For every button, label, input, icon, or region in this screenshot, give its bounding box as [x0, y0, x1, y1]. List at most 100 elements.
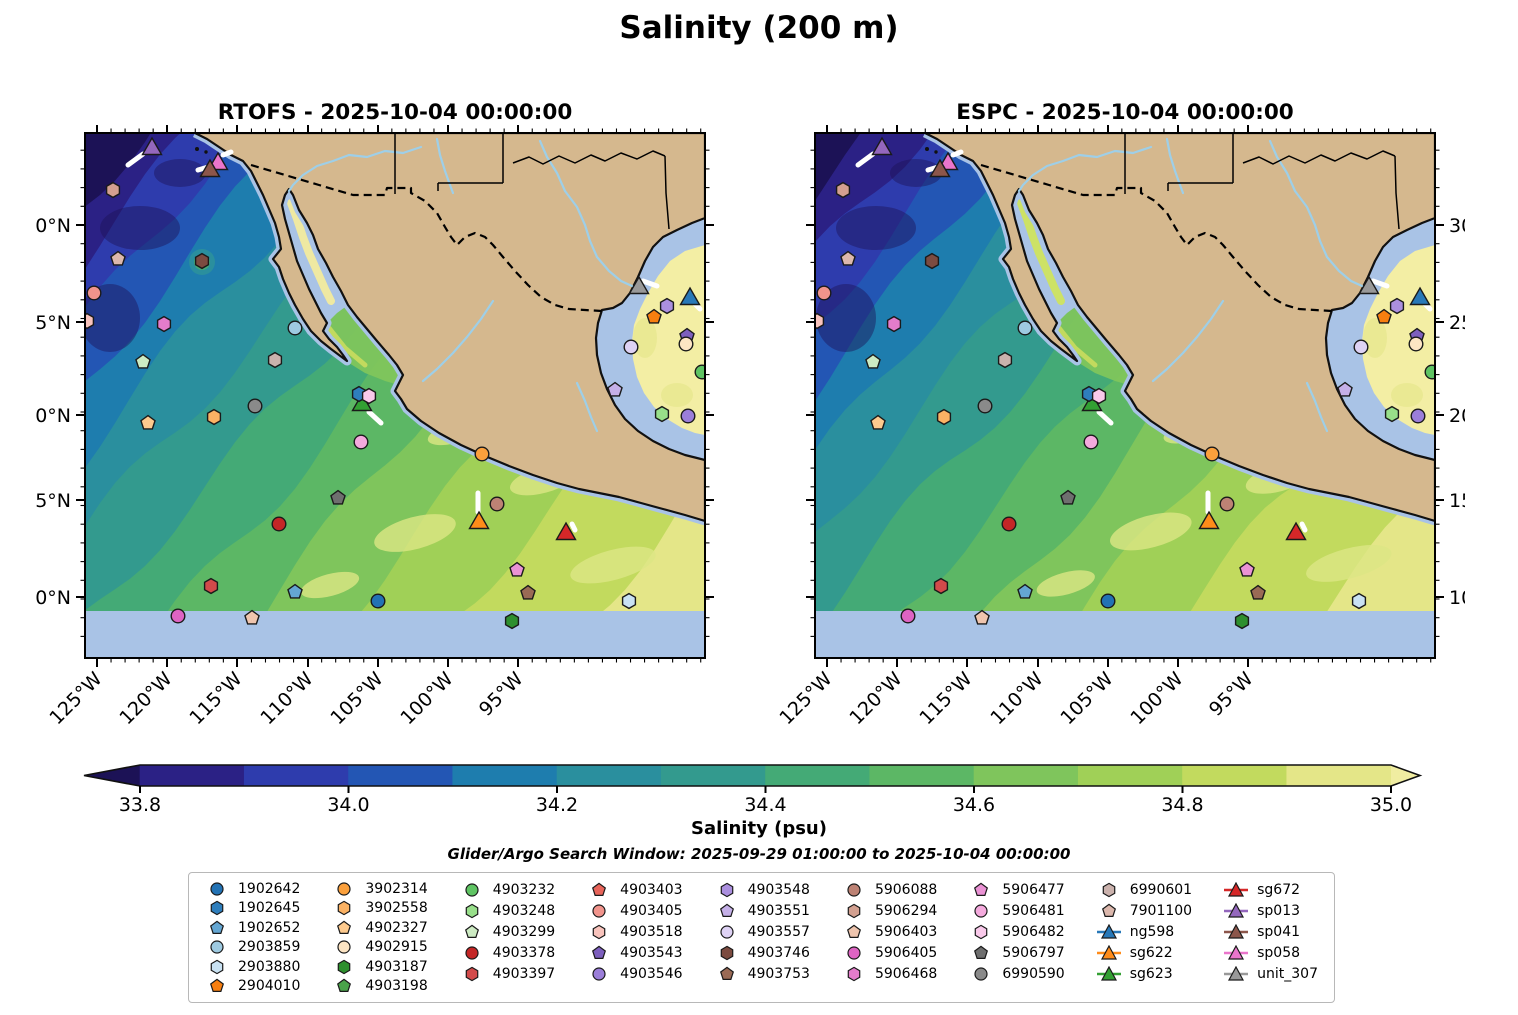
legend-item-unit_307: unit_307 [1224, 963, 1318, 984]
marker-4903518 [85, 312, 95, 330]
lon-label: 100°W [396, 668, 457, 725]
colorbar-label: Salinity (psu) [691, 818, 827, 839]
station-legend: 1902642 1902645 1902652 2903859 2903880 29040… [188, 872, 1335, 1003]
rtofs-panel-title: RTOFS - 2025-10-04 00:00:00 [217, 100, 573, 125]
pentagon-marker-icon [210, 920, 224, 934]
lon-label: 95°W [475, 668, 528, 721]
marker-5906088 [1219, 496, 1235, 512]
legend-label: 5906403 [874, 923, 938, 940]
legend-label: sg672 [1257, 881, 1301, 898]
legend-label: sp058 [1257, 944, 1301, 961]
legend-item-4903746: 4903746 [715, 942, 810, 963]
legend-item-sp013: sp013 [1224, 900, 1318, 921]
axis-ticks [76, 125, 714, 667]
legend-label: 4903198 [365, 978, 428, 995]
legend-item-sg622: sg622 [1096, 942, 1192, 963]
hexagon-marker-icon [720, 945, 733, 960]
marker-4903746 [194, 252, 210, 270]
circle-marker-icon [210, 882, 224, 896]
lat-label: 20°N [1449, 405, 1465, 427]
marker-sg622 [1198, 510, 1220, 530]
legend-item-6990601: 6990601 [1097, 879, 1192, 900]
legend-label: 7901100 [1129, 902, 1193, 919]
marker-3902558 [206, 408, 222, 426]
legend-column: 5906088 5906294 5906403 5906405 5906468 [842, 879, 937, 996]
marker-5906468 [156, 315, 172, 333]
search-window-caption: Glider/Argo Search Window: 2025-09-29 01… [447, 845, 1071, 863]
hexagon-marker-icon [847, 903, 861, 918]
legend-item-4903232: 4903232 [460, 879, 555, 900]
legend-item-2903880: 2903880 [205, 957, 300, 977]
marker-4903378 [271, 516, 287, 532]
marker-4902327 [870, 414, 886, 430]
marker-5906477 [1239, 561, 1255, 577]
legend-item-4903753: 4903753 [715, 963, 810, 984]
marker-4903248 [654, 405, 670, 423]
legend-label: 4903548 [747, 881, 810, 898]
marker-4903548 [1389, 297, 1405, 315]
lat-label: 10°N [1449, 587, 1465, 609]
lon-label: 110°W [256, 668, 317, 725]
marker-2903859 [287, 320, 303, 336]
legend-item-4903378: 4903378 [460, 942, 555, 963]
marker-unit_307 [628, 275, 650, 295]
legend-item-7901100: 7901100 [1097, 900, 1192, 921]
legend-label: 4903299 [492, 923, 556, 940]
legend-label: sp041 [1257, 923, 1301, 940]
marker-4903746 [924, 252, 940, 270]
legend-item-2904010: 2904010 [205, 977, 300, 997]
legend-column: 4903548 4903551 4903557 4903746 4903753 [715, 879, 810, 996]
legend-item-4903548: 4903548 [715, 879, 810, 900]
legend-item-1902652: 1902652 [205, 918, 300, 938]
marker-4903397 [933, 577, 949, 595]
circle-marker-icon [847, 945, 861, 960]
legend-label: 4903397 [492, 965, 556, 982]
legend-label: 2903859 [238, 939, 301, 956]
colorbar-tick: 34.8 [1161, 794, 1203, 816]
legend-label: 4902327 [365, 919, 428, 936]
marker-ng598 [679, 286, 701, 306]
axis-ticks [806, 125, 1444, 667]
legend-label: unit_307 [1257, 965, 1318, 982]
circle-marker-icon [337, 882, 351, 896]
marker-4903405 [816, 285, 832, 301]
marker-4903546 [1410, 408, 1426, 424]
legend-label: 4903187 [365, 958, 428, 975]
pentagon-marker-icon [974, 882, 989, 896]
pentagon-marker-icon [337, 978, 352, 993]
marker-2903880 [621, 592, 637, 610]
legend-item-sp041: sp041 [1224, 921, 1318, 942]
lon-label: 105°W [1056, 668, 1117, 725]
marker-sp013 [141, 136, 163, 156]
legend-item-3902558: 3902558 [332, 899, 428, 919]
legend-label: 4903405 [620, 902, 683, 919]
legend-item-sp058: sp058 [1224, 942, 1318, 963]
legend-item-4903299: 4903299 [460, 921, 555, 942]
pentagon-marker-icon [846, 924, 861, 938]
marker-4903551 [607, 381, 623, 397]
pentagon-marker-icon [974, 945, 989, 959]
marker-ng598 [1409, 286, 1431, 306]
legend-item-5906477: 5906477 [969, 879, 1065, 900]
legend-column: 3902314 3902558 4902327 4902915 4903187 49031… [332, 879, 428, 996]
legend-label: 6990601 [1129, 881, 1193, 898]
legend-label: sg623 [1129, 965, 1173, 982]
lat-label: 25°N [35, 312, 71, 334]
triangle-marker-icon [1224, 944, 1249, 960]
legend-item-5906405: 5906405 [842, 942, 937, 963]
legend-label: 5906477 [1002, 881, 1065, 898]
marker-6990601 [997, 351, 1013, 369]
lat-label: 15°N [35, 490, 71, 512]
pentagon-marker-icon [719, 966, 734, 980]
marker-4903299 [135, 353, 151, 369]
legend-label: 2903880 [238, 958, 301, 975]
legend-column: 4903403 4903405 4903518 4903543 4903546 [587, 879, 683, 996]
colorbar-tick: 35.0 [1370, 794, 1412, 816]
rtofs-map-area [85, 133, 705, 658]
marker-4903557 [1353, 339, 1369, 355]
marker-4903405 [86, 285, 102, 301]
marker-sg672 [555, 521, 577, 541]
marker-4903187 [1234, 612, 1250, 630]
hexagon-marker-icon [1102, 882, 1116, 897]
